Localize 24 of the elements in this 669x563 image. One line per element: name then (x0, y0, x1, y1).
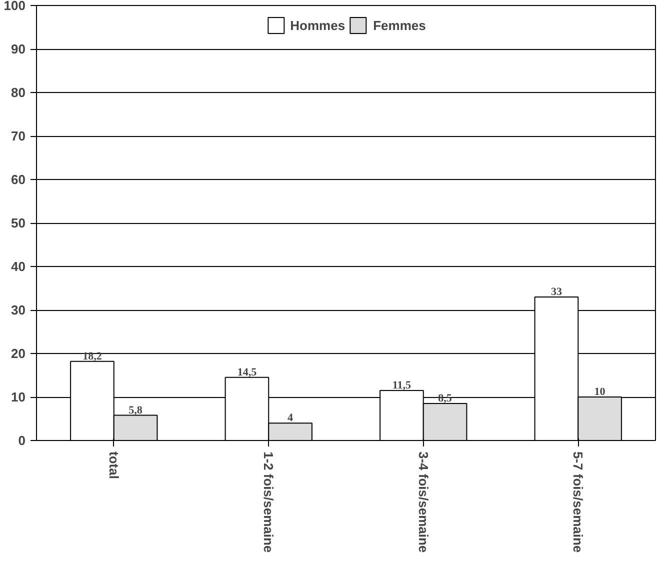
data-label: 10 (594, 386, 606, 398)
x-tick-label: 3-4 fois/semaine (416, 452, 431, 553)
y-tick-label: 70 (11, 128, 26, 144)
data-label: 14,5 (237, 366, 258, 378)
data-label: 33 (550, 286, 562, 298)
x-tick-label: total (106, 452, 122, 479)
y-tick-label: 80 (11, 85, 26, 100)
legend-label: Hommes (290, 18, 346, 32)
x-tick-label: 5-7 fois/semaine (570, 452, 586, 553)
data-label: 5,8 (128, 404, 143, 416)
y-tick-label: 50 (11, 216, 26, 230)
data-label: 11,5 (392, 379, 412, 392)
data-label: 4 (288, 412, 294, 424)
data-label: 18,2 (82, 350, 102, 362)
y-tick-label: 40 (11, 259, 26, 274)
y-tick-label: 100 (4, 0, 26, 13)
y-tick-label: 90 (11, 42, 26, 56)
y-tick-label: 30 (11, 302, 26, 318)
y-tick-label: 0 (18, 433, 26, 448)
y-tick-label: 20 (11, 346, 26, 361)
x-tick-label: 1-2 fois/semaine (261, 452, 276, 553)
y-tick-label: 60 (11, 172, 26, 187)
y-tick-label: 10 (11, 390, 26, 404)
legend-label: Femmes (373, 18, 426, 32)
